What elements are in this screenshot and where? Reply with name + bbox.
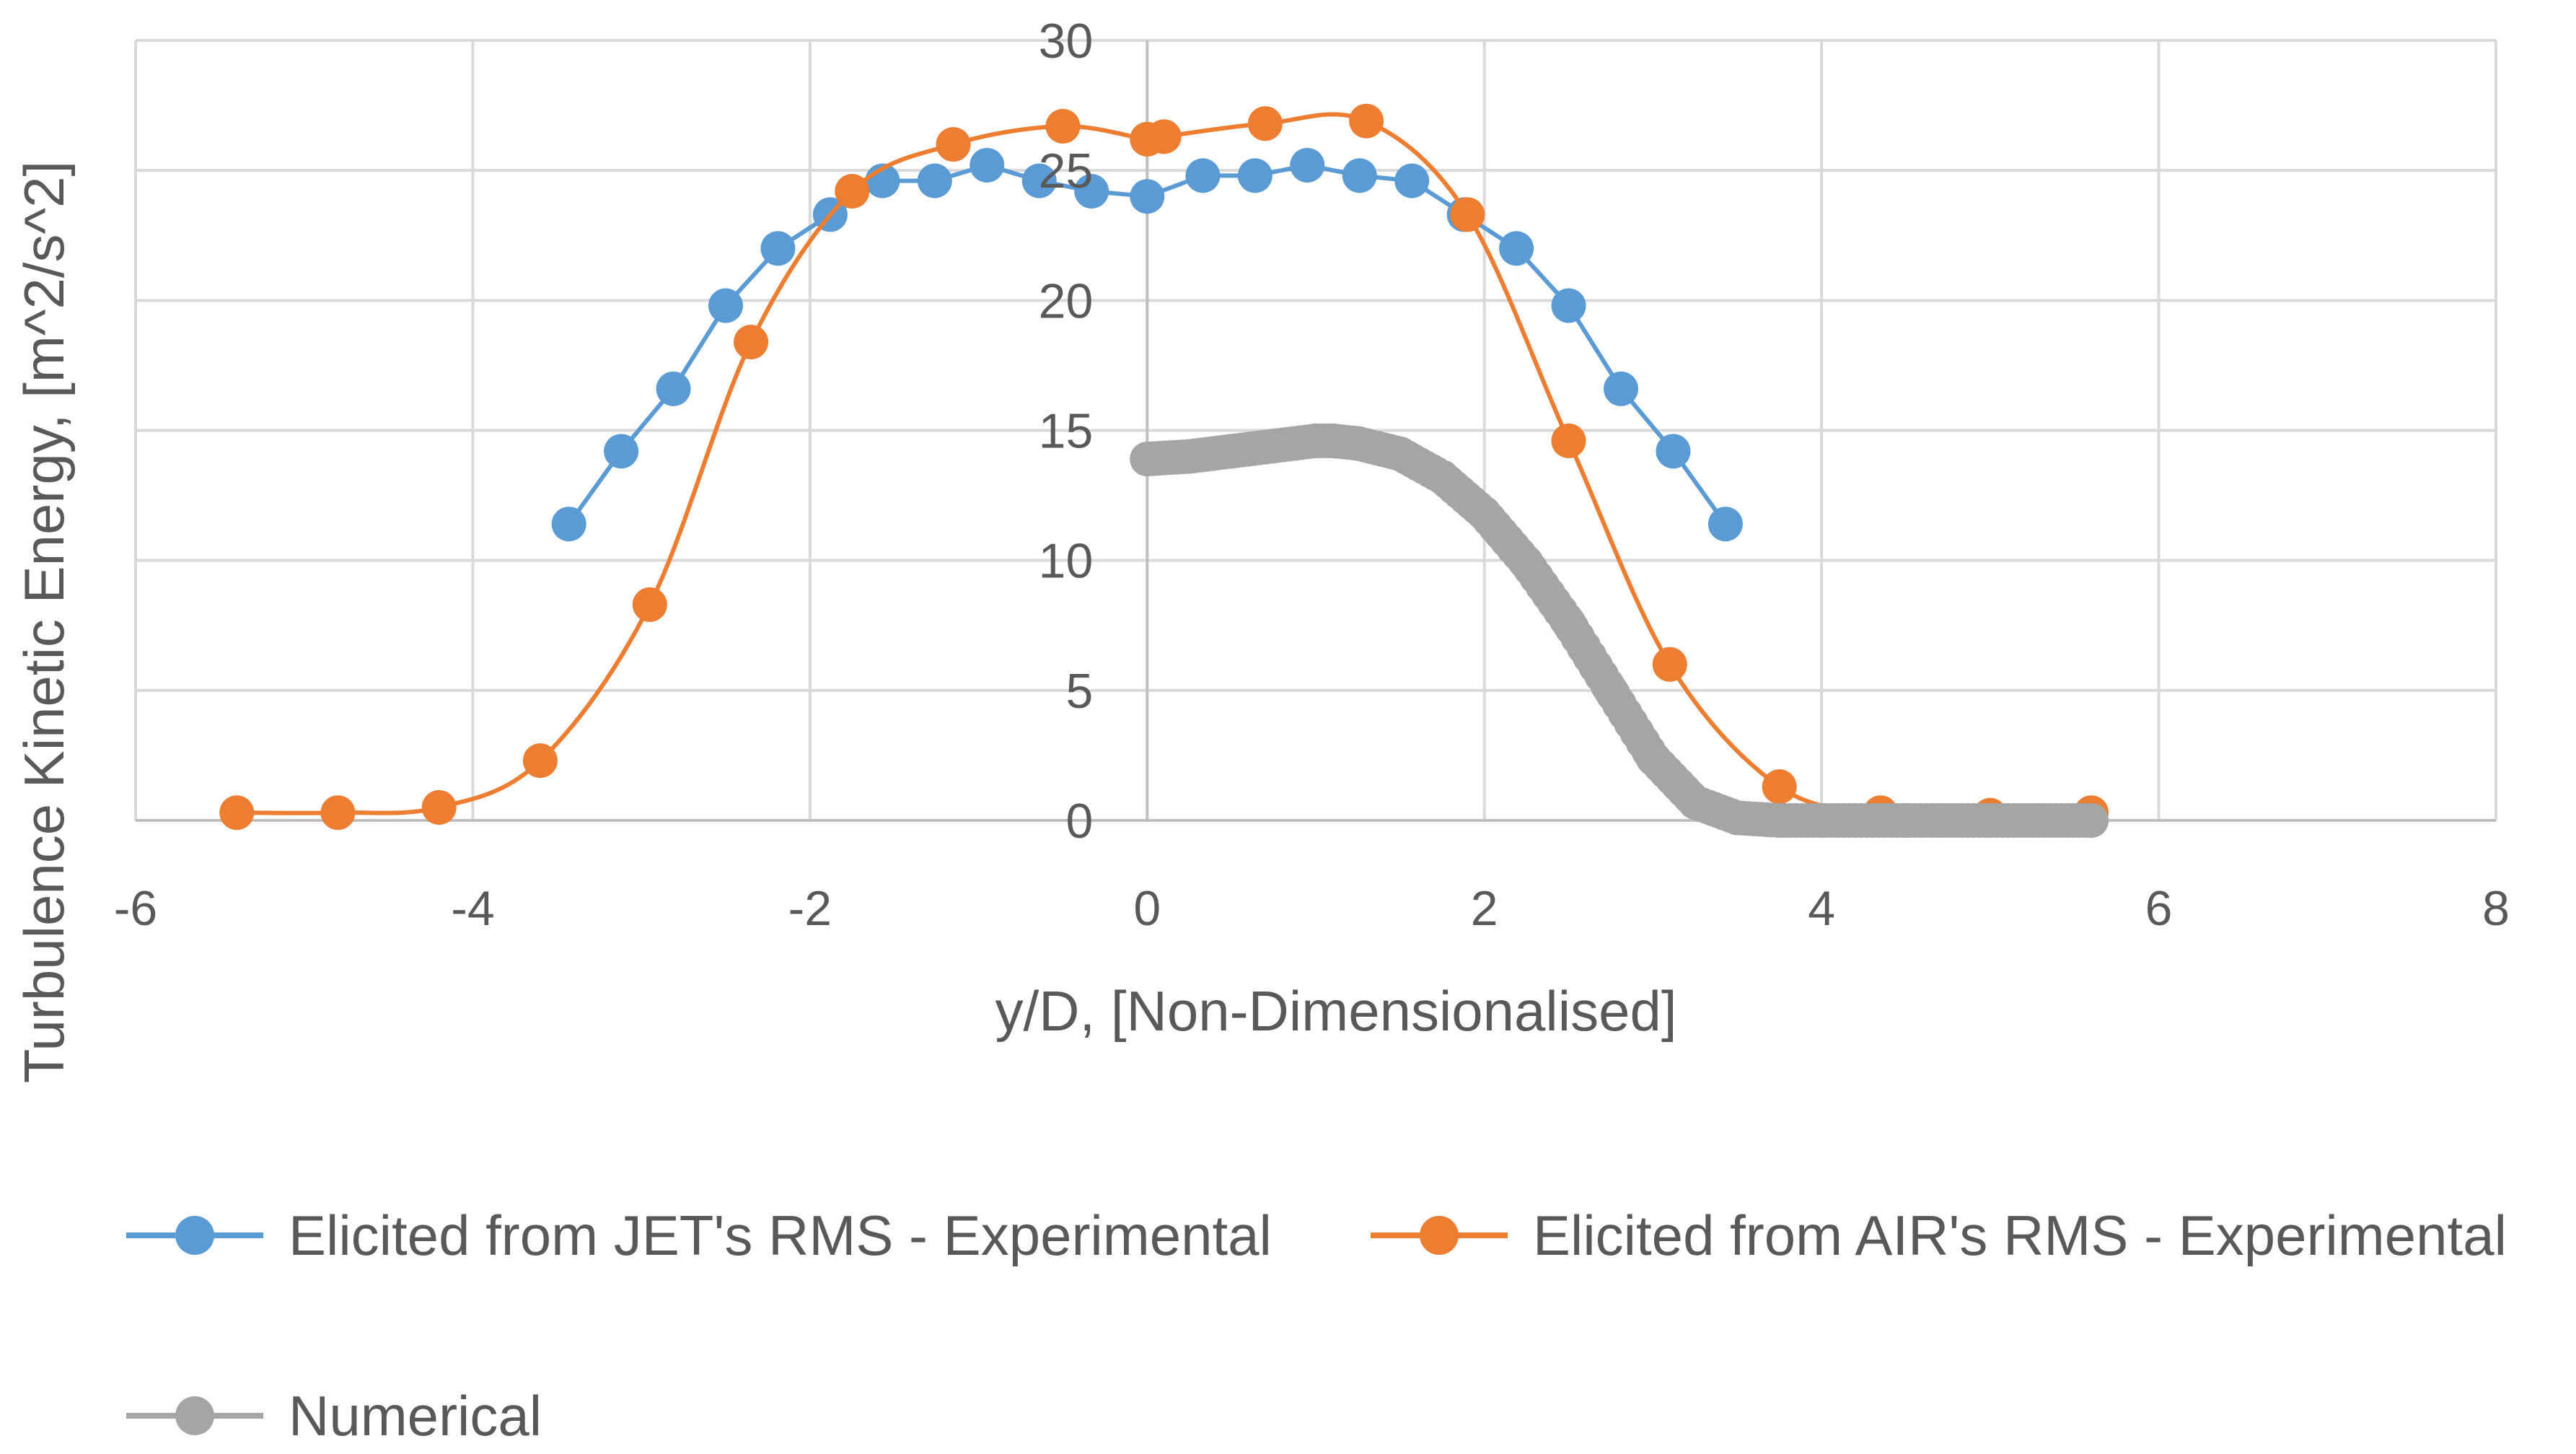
data-point bbox=[970, 147, 1005, 183]
data-point bbox=[2074, 803, 2109, 838]
data-point bbox=[936, 127, 971, 162]
data-point bbox=[1425, 460, 1460, 495]
series-numerical bbox=[1130, 423, 2109, 838]
data-point bbox=[522, 743, 558, 779]
y-tick-label: 20 bbox=[1039, 273, 1094, 328]
data-point bbox=[1130, 442, 1165, 477]
data-point bbox=[1720, 800, 1755, 836]
data-point bbox=[1551, 605, 1586, 641]
x-tick-label: -6 bbox=[114, 881, 157, 936]
x-tick-label: 0 bbox=[1133, 881, 1161, 936]
data-point bbox=[1972, 803, 2008, 838]
legend-entry: Elicited from AIR's RMS - Experimental bbox=[1371, 1204, 2507, 1267]
data-point bbox=[1467, 496, 1502, 531]
data-point bbox=[1604, 371, 1639, 406]
series-layer bbox=[219, 103, 2109, 838]
x-tick-label: 2 bbox=[1471, 881, 1498, 936]
data-point bbox=[1045, 108, 1081, 144]
data-point bbox=[835, 173, 870, 209]
data-point bbox=[1382, 436, 1417, 471]
data-point bbox=[551, 507, 586, 542]
data-point bbox=[1509, 546, 1544, 581]
data-point bbox=[1656, 434, 1691, 469]
data-point bbox=[1247, 106, 1283, 141]
y-tick-label: 0 bbox=[1065, 794, 1093, 849]
data-point bbox=[1315, 423, 1350, 458]
data-point bbox=[1130, 179, 1165, 214]
legend-label: Elicited from JET's RMS - Experimental bbox=[289, 1204, 1272, 1267]
legend-swatch-marker bbox=[175, 1216, 214, 1255]
data-point bbox=[1074, 173, 1109, 209]
data-point bbox=[1237, 158, 1272, 193]
y-tick-label: 10 bbox=[1039, 534, 1094, 589]
data-point bbox=[1214, 434, 1249, 469]
y-tick-label: 15 bbox=[1039, 404, 1094, 459]
data-point bbox=[708, 288, 743, 323]
data-point bbox=[1889, 803, 1923, 838]
data-point bbox=[1342, 158, 1377, 193]
x-tick-label: -4 bbox=[451, 881, 494, 936]
legend: Elicited from JET's RMS - Experimental El… bbox=[126, 1204, 2507, 1448]
legend-entry: Elicited from JET's RMS - Experimental bbox=[126, 1204, 1272, 1267]
data-point bbox=[1677, 784, 1713, 820]
y-tick-label: 25 bbox=[1039, 144, 1094, 198]
data-point bbox=[1652, 647, 1687, 682]
data-point bbox=[1394, 163, 1430, 198]
data-point bbox=[734, 324, 769, 359]
data-point bbox=[1635, 740, 1671, 776]
data-point bbox=[1146, 119, 1182, 154]
tick-label-layer: -6 -4 -2 0 2 4 6 8 0 5 10 15 20 25 30 bbox=[114, 14, 2510, 936]
data-point bbox=[1499, 231, 1534, 266]
data-point bbox=[1762, 803, 1797, 838]
x-tick-label: -2 bbox=[788, 881, 832, 936]
y-tick-label: 30 bbox=[1039, 14, 1094, 69]
data-point bbox=[320, 795, 356, 831]
data-point bbox=[1340, 426, 1376, 461]
legend-label: Elicited from AIR's RMS - Experimental bbox=[1533, 1204, 2507, 1267]
data-point bbox=[219, 795, 255, 831]
data-point bbox=[1551, 423, 1586, 458]
x-axis-title: y/D, [Non-Dimensionalised] bbox=[995, 979, 1676, 1043]
data-point bbox=[1593, 673, 1628, 708]
data-point bbox=[1185, 158, 1221, 193]
data-point bbox=[1171, 439, 1207, 474]
data-point bbox=[421, 789, 457, 825]
legend-label: Numerical bbox=[289, 1384, 542, 1448]
data-point bbox=[656, 371, 691, 406]
data-point bbox=[1290, 147, 1325, 183]
x-tick-label: 6 bbox=[2145, 881, 2173, 936]
data-point bbox=[1707, 507, 1743, 542]
data-point bbox=[917, 163, 952, 198]
legend-swatch-marker bbox=[175, 1396, 214, 1435]
x-tick-label: 8 bbox=[2482, 881, 2510, 936]
data-point bbox=[604, 434, 639, 469]
data-point bbox=[1804, 803, 1839, 838]
data-point bbox=[1762, 769, 1797, 805]
y-tick-label: 5 bbox=[1065, 664, 1093, 719]
data-point bbox=[1349, 103, 1384, 139]
y-axis-title: Turbulence Kinetic Energy, [m^2/s^2] bbox=[12, 161, 76, 1083]
legend-entry: Numerical bbox=[126, 1384, 542, 1448]
x-tick-label: 4 bbox=[1808, 881, 1835, 936]
data-point bbox=[1551, 288, 1586, 323]
legend-swatch-marker bbox=[1420, 1216, 1459, 1255]
series-line bbox=[1147, 438, 2092, 823]
data-point bbox=[1256, 429, 1291, 464]
data-point bbox=[1450, 197, 1485, 232]
data-point bbox=[632, 587, 667, 622]
data-point bbox=[760, 231, 796, 266]
data-point bbox=[1021, 163, 1057, 198]
